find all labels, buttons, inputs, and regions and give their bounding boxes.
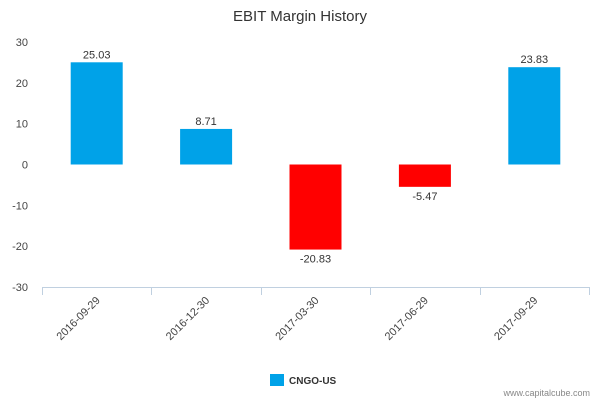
y-tick-label: -10 [12,200,28,212]
legend-swatch-cngo-us[interactable] [270,374,284,386]
y-tick-label: 30 [16,37,28,49]
legend-label-cngo-us[interactable]: CNGO-US [289,376,337,387]
bar-2017-09-29[interactable] [508,67,561,165]
data-label-2017-09-29: 23.83 [521,54,549,66]
credit-text: www.capitalcube.com [502,388,590,398]
bar-2017-03-30[interactable] [289,164,342,250]
x-tick-label: 2017-03-30 [273,295,321,343]
bar-2016-09-29[interactable] [70,62,123,165]
x-tick-label: 2017-06-29 [383,295,431,343]
data-label-2016-12-30: 8.71 [195,116,216,128]
data-label-2017-06-29: -5.47 [412,191,437,203]
y-tick-label: 0 [22,160,28,172]
data-labels: 25.03 8.71 -20.83 -5.47 23.83 [83,49,548,265]
x-tick-label: 2017-09-29 [492,295,540,343]
y-axis: 30 20 10 0 -10 -20 -30 [12,37,28,294]
y-tick-label: 20 [16,78,28,90]
data-label-2017-03-30: -20.83 [300,254,331,266]
bar-2017-06-29[interactable] [398,164,451,187]
x-tick-label: 2016-12-30 [164,295,212,343]
x-tick-label: 2016-09-29 [55,295,103,343]
legend[interactable]: CNGO-US [270,374,337,387]
chart-title: EBIT Margin History [233,8,367,25]
bar-2016-12-30[interactable] [180,128,233,165]
data-label-2016-09-29: 25.03 [83,49,111,61]
y-tick-label: -30 [12,282,28,294]
bar-series [70,62,561,250]
x-axis: 2016-09-29 2016-12-30 2017-03-30 2017-06-29… [42,287,590,343]
y-tick-label: 10 [16,119,28,131]
y-tick-label: -20 [12,241,28,253]
